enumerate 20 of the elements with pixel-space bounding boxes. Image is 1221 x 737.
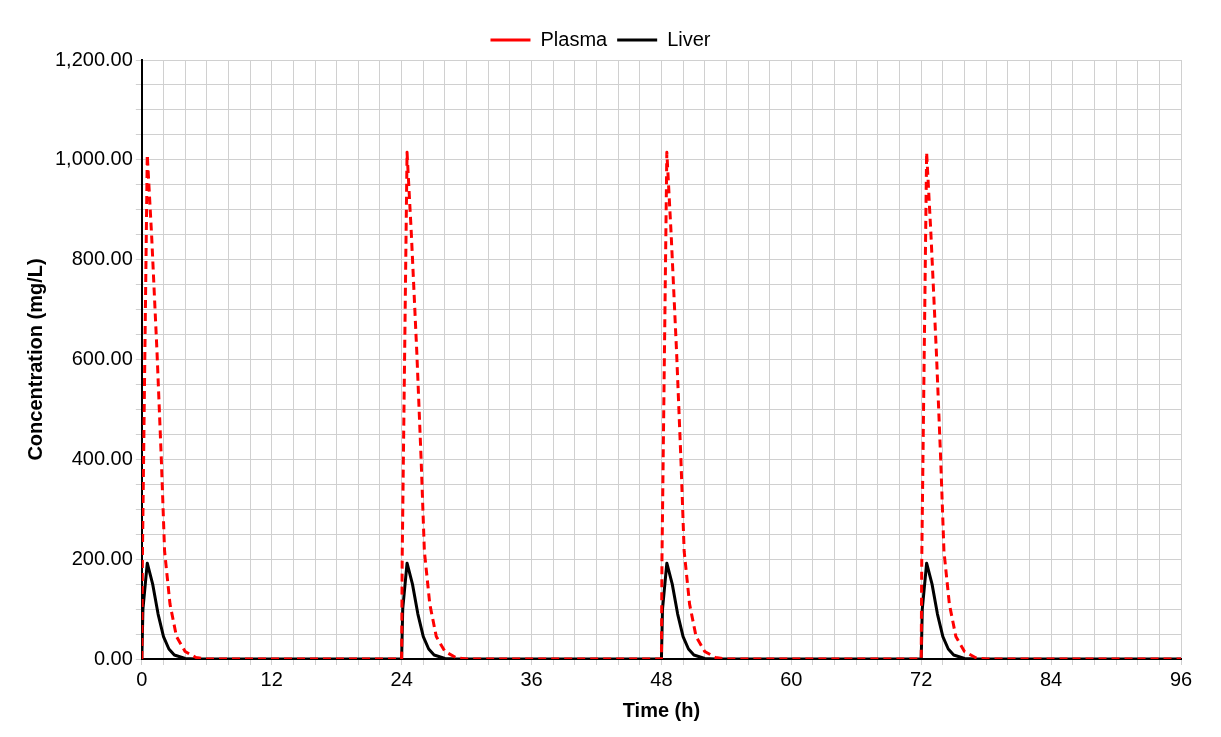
y-tick-label: 800.00 [71, 247, 133, 270]
x-tick-label: 24 [390, 667, 413, 690]
y-tick-label: 1,200.00 [54, 47, 133, 70]
x-axis-title: Time (h) [622, 698, 701, 721]
legend-label: Plasma [540, 27, 609, 50]
legend-label: Liver [667, 27, 711, 50]
y-tick-label: 400.00 [71, 446, 133, 469]
x-tick-label: 96 [1169, 667, 1193, 690]
x-tick-label: 48 [650, 667, 673, 690]
y-tick-label: 1,000.00 [54, 147, 133, 170]
y-axis-title: Concentration (mg/L) [23, 258, 46, 461]
y-tick-label: 200.00 [71, 546, 133, 569]
x-tick-label: 12 [260, 667, 283, 690]
x-tick-label: 84 [1039, 667, 1063, 690]
y-tick-label: 600.00 [71, 347, 133, 370]
x-tick-label: 60 [780, 667, 803, 690]
x-tick-label: 72 [910, 667, 933, 690]
y-tick-label: 0.00 [93, 646, 133, 669]
x-tick-label: 0 [136, 667, 148, 690]
x-tick-label: 36 [520, 667, 543, 690]
